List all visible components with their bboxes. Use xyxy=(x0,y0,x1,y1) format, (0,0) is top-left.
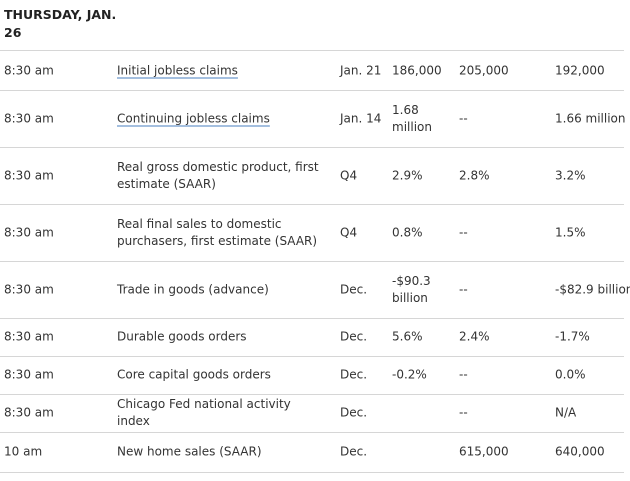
event-link[interactable]: Continuing jobless claims xyxy=(117,111,270,125)
actual-value: 186,000 xyxy=(392,63,442,77)
event-time: 8:30 am xyxy=(4,282,54,296)
event-name: New home sales (SAAR) xyxy=(117,444,262,459)
forecast-value: 2.4% xyxy=(459,329,490,344)
table-row: 10 am New home sales (SAAR) Dec. 615,000 640… xyxy=(0,432,624,473)
forecast-value: -- xyxy=(459,282,468,296)
event-name: Durable goods orders xyxy=(117,329,247,344)
day-header: THURSDAY, JAN. 26 xyxy=(4,7,117,40)
previous-value: N/A xyxy=(555,405,577,420)
event-link[interactable]: Initial jobless claims xyxy=(117,63,238,77)
event-time: 8:30 am xyxy=(4,168,54,182)
table-row: 8:30 am Real gross domestic product, firs… xyxy=(0,147,624,205)
forecast-value: -- xyxy=(459,405,468,420)
table-row: 8:30 am Continuing jobless claims Jan. 14 1… xyxy=(0,90,626,148)
previous-value: 0.0% xyxy=(555,367,586,382)
previous-value: 1.66 million xyxy=(555,111,626,125)
table-row: 8:30 am Trade in goods (advance) Dec. -$90.… xyxy=(0,261,630,319)
table-row: 8:30 am Initial jobless claims Jan. 21 186,… xyxy=(0,51,624,91)
previous-value: 640,000 xyxy=(555,444,605,459)
forecast-value: 2.8% xyxy=(459,168,490,182)
report-period: Jan. 21 xyxy=(340,63,382,77)
report-period: Dec. xyxy=(340,444,368,459)
event-name: Trade in goods (advance) xyxy=(117,282,269,296)
event-name: Real gross domestic product, first estim… xyxy=(117,159,319,191)
forecast-value: -- xyxy=(459,111,468,125)
actual-value: 0.8% xyxy=(392,225,423,239)
report-period: Q4 xyxy=(340,168,358,182)
table-row: 8:30 am Chicago Fed national activity ind… xyxy=(0,394,624,433)
table-row: 8:30 am Real final sales to domestic purc… xyxy=(0,204,624,262)
event-time: 8:30 am xyxy=(4,329,54,344)
actual-value: 2.9% xyxy=(392,168,423,182)
event-name: Initial jobless claims xyxy=(117,62,327,79)
forecast-value: -- xyxy=(459,367,468,382)
header-divider xyxy=(0,50,624,51)
forecast-value: 205,000 xyxy=(459,63,509,77)
previous-value: -1.7% xyxy=(555,329,590,344)
previous-value: 1.5% xyxy=(555,225,586,239)
previous-value: -$82.9 billion xyxy=(555,282,630,296)
event-name: Chicago Fed national activity index xyxy=(117,397,291,428)
previous-value: 3.2% xyxy=(555,168,586,182)
report-period: Dec. xyxy=(340,405,368,420)
report-period: Dec. xyxy=(340,282,368,296)
event-time: 8:30 am xyxy=(4,63,54,77)
event-time: 10 am xyxy=(4,444,43,459)
report-period: Q4 xyxy=(340,225,358,239)
event-name: Core capital goods orders xyxy=(117,367,271,382)
report-period: Dec. xyxy=(340,367,368,382)
forecast-value: 615,000 xyxy=(459,444,509,459)
forecast-value: -- xyxy=(459,225,468,239)
event-time: 8:30 am xyxy=(4,225,54,239)
event-name: Real final sales to domestic purchasers,… xyxy=(117,216,318,248)
event-time: 8:30 am xyxy=(4,111,54,125)
table-row: 8:30 am Core capital goods orders Dec. -0.2… xyxy=(0,356,624,395)
table-row: 8:30 am Durable goods orders Dec. 5.6% 2.4% -… xyxy=(0,318,624,357)
report-period: Dec. xyxy=(340,329,368,344)
event-name: Continuing jobless claims xyxy=(117,110,327,127)
event-time: 8:30 am xyxy=(4,367,54,382)
event-time: 8:30 am xyxy=(4,405,54,420)
actual-value: 1.68 million xyxy=(392,102,432,134)
report-period: Jan. 14 xyxy=(340,111,382,125)
actual-value: 5.6% xyxy=(392,329,423,344)
previous-value: 192,000 xyxy=(555,63,605,77)
actual-value: -0.2% xyxy=(392,367,427,382)
actual-value: -$90.3 billion xyxy=(392,273,431,305)
